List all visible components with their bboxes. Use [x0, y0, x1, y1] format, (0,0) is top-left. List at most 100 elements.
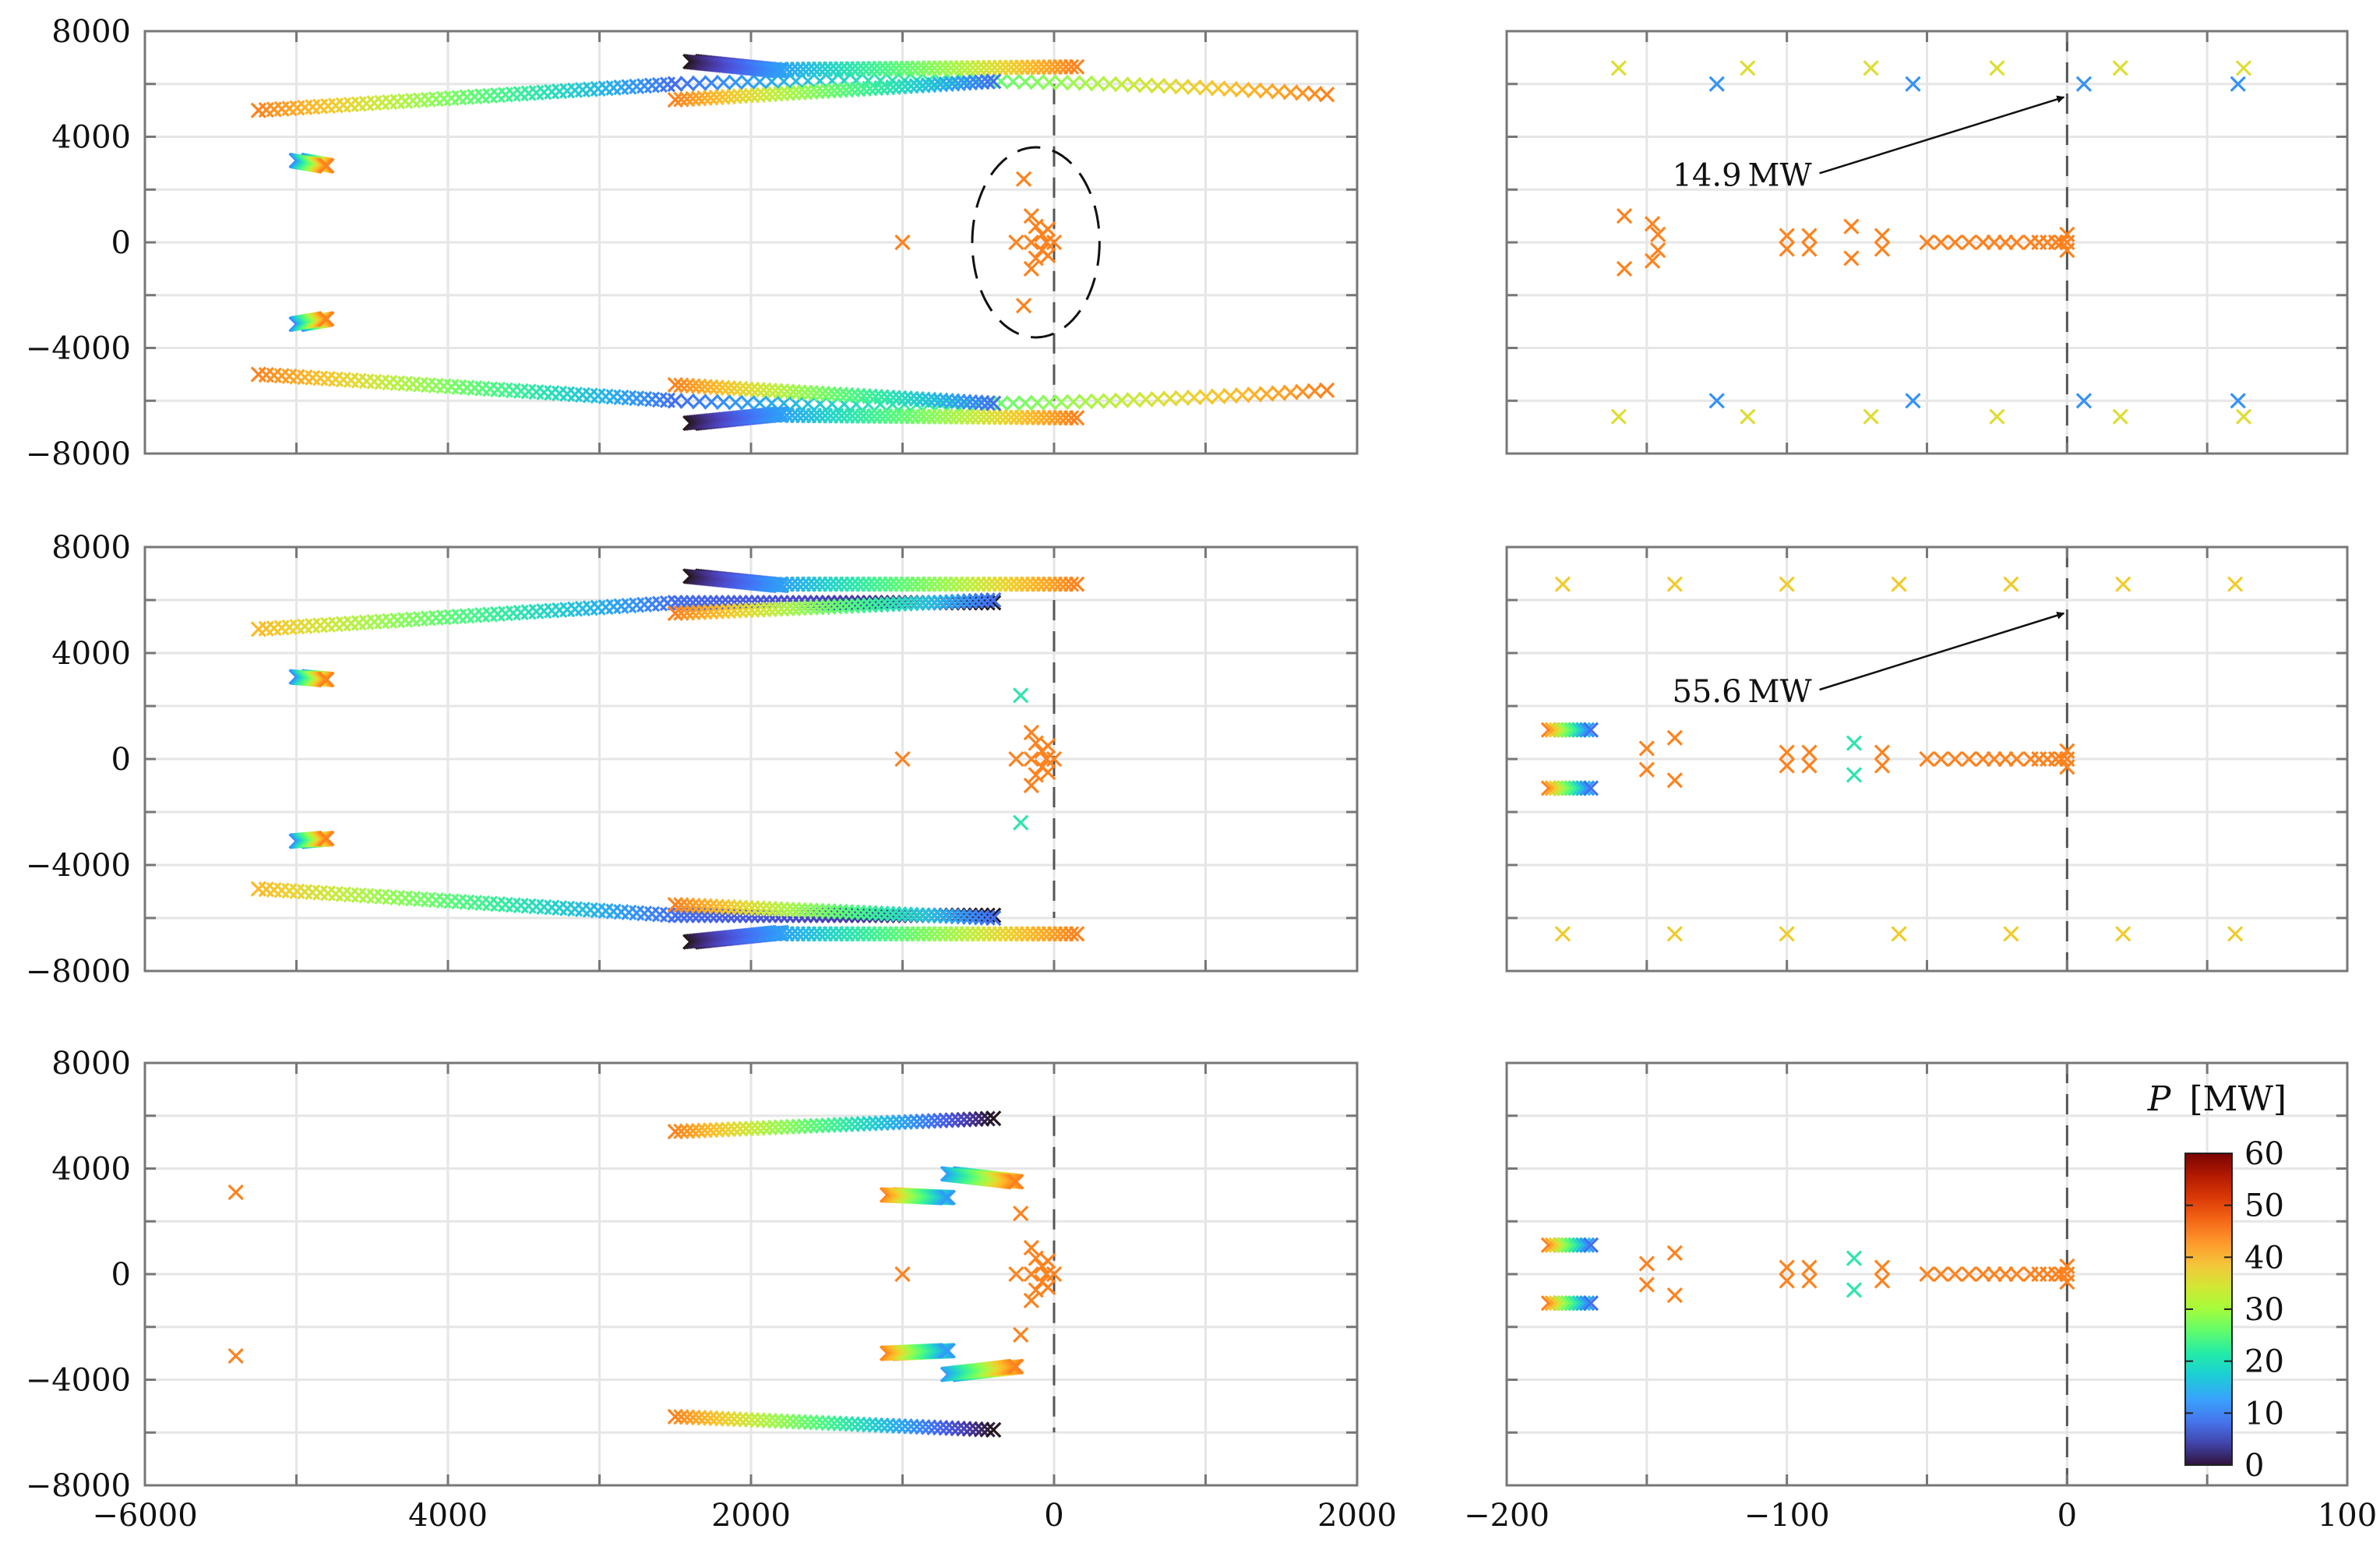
left-pole-track-marker [1306, 86, 1323, 102]
left-pole-track-marker [1186, 389, 1202, 406]
left-pole-track-marker [1174, 79, 1190, 95]
left-pole-track-marker [1053, 74, 1070, 91]
left-pole-track-marker [749, 1120, 766, 1136]
left-pole-track-marker [915, 1418, 931, 1435]
left-pole-track-marker [891, 1418, 908, 1434]
left-pole-marker [1028, 218, 1044, 235]
left-pole-track-marker [1162, 390, 1178, 407]
left-pole-track-marker [779, 1118, 795, 1135]
left-pole-track-marker [867, 1417, 884, 1433]
right-pole-track-marker [1582, 1295, 1599, 1312]
left-pole-track-marker [791, 600, 807, 616]
left-pole-track-marker [708, 899, 725, 915]
left-pole-track-marker [993, 395, 1010, 411]
left-pole-track-marker [862, 1115, 878, 1132]
left-pole-track-marker [797, 599, 813, 616]
left-pole-track-marker [690, 604, 707, 620]
right-pole-marker [2059, 226, 2075, 242]
right-pole-marker [2003, 926, 2019, 942]
left-pole-track-marker [950, 1111, 966, 1128]
right-pole-marker [2008, 234, 2025, 251]
x-tick-label: −6000 [92, 1498, 197, 1534]
right-pole-marker [1986, 1266, 2002, 1283]
left-pole-track-marker [319, 671, 335, 688]
right-pole-marker [1863, 408, 1879, 425]
left-pole-marker [1038, 1266, 1055, 1283]
left-pole-track-marker [891, 595, 908, 613]
right-pole-marker [1947, 1266, 1963, 1283]
left-pole-track-marker [703, 1122, 719, 1139]
left-pole-track-marker [1222, 387, 1239, 404]
left-pole-track-marker [1005, 395, 1021, 411]
left-pole-marker [1023, 1239, 1039, 1256]
left-pole-marker [1008, 1266, 1024, 1283]
left-pole-track-marker [979, 1421, 996, 1438]
left-pole-track-marker [696, 604, 713, 620]
left-pole-track-marker [779, 600, 795, 617]
right-pole-marker [2047, 234, 2064, 251]
left-pole-marker [1015, 298, 1032, 314]
left-pole-track-marker [944, 1420, 961, 1436]
left-pole-track-marker [814, 902, 830, 920]
right-pole-marker [1666, 926, 1683, 942]
right-pole-marker [1846, 767, 1863, 783]
right-pole-marker [1666, 772, 1683, 789]
left-pole-track-marker [732, 602, 749, 619]
left-pole-track-marker [940, 1343, 956, 1359]
left-pole-track-marker [956, 593, 972, 609]
left-pole-track-marker [1271, 385, 1287, 401]
left-pole-track-marker [1137, 391, 1154, 408]
left-pole-track-marker [1294, 85, 1311, 101]
right-pole-marker [1846, 1282, 1863, 1298]
left-pole-track-marker [844, 904, 860, 920]
left-pole-track-marker [837, 1415, 855, 1432]
left-pole-track-marker [732, 1411, 749, 1428]
left-pole-track-marker [679, 605, 696, 621]
right-pole-marker [1650, 226, 1666, 242]
left-pole-track-marker [696, 1410, 713, 1426]
x-tick-label: 0 [1044, 1498, 1063, 1534]
right-pole-marker [1961, 1266, 1977, 1283]
left-pole-track-marker [826, 598, 843, 615]
left-pole-track-marker [667, 1123, 683, 1140]
right-pole-marker [1933, 234, 1949, 251]
left-pole-track-marker [797, 902, 813, 919]
left-pole-track-marker [667, 393, 683, 409]
left-pole-track-marker [749, 602, 766, 618]
right-pole-marker [1975, 234, 1991, 251]
right-pole-marker [1933, 750, 1949, 768]
left-pole-track-marker [985, 909, 1002, 927]
right-pole-marker [1801, 757, 1818, 774]
right-pole-marker [1961, 234, 1977, 251]
left-pole-track-marker [855, 1416, 872, 1433]
left-pole-track-marker [968, 592, 984, 609]
right-pole-marker [2235, 408, 2252, 425]
left-pole-marker [1038, 234, 1055, 251]
left-pole-track-marker [850, 1416, 866, 1432]
left-pole-marker [894, 750, 911, 768]
left-pole-track-marker [761, 900, 777, 917]
right-pole-marker [1638, 761, 1655, 778]
left-pole-track-marker [985, 591, 1002, 609]
left-pole-track-marker [961, 1111, 978, 1128]
right-pole-marker [1666, 576, 1683, 592]
left-pole-track-marker [1174, 390, 1190, 406]
right-pole-marker [1874, 241, 1891, 257]
left-pole-track-marker [319, 157, 335, 174]
annotation-arrow [1819, 611, 2065, 691]
colorbar-tick-label: 40 [2244, 1240, 2284, 1276]
left-pole-track-marker [738, 1121, 754, 1137]
left-pole-track-marker [968, 1110, 984, 1128]
left-pole-track-marker [979, 395, 996, 411]
left-pole-track-marker [979, 909, 996, 926]
left-pole-track-marker [673, 605, 689, 621]
left-pole-marker [1040, 737, 1056, 754]
left-pole-track-marker [667, 896, 683, 913]
left-pole-track-marker [897, 1418, 913, 1435]
y-tick-label: −8000 [26, 436, 131, 472]
right-pole-marker [1874, 757, 1891, 774]
y-tick-label: −4000 [26, 848, 131, 884]
left-pole-track-marker [993, 73, 1010, 90]
right-pole-marker [2075, 76, 2093, 92]
